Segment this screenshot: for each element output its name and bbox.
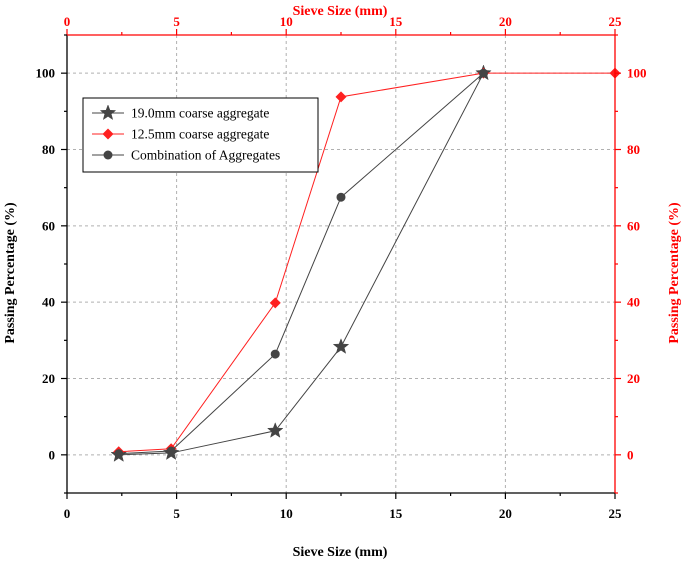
- x-tick-label-top: 15: [389, 14, 403, 29]
- legend-marker: [102, 128, 114, 140]
- x-tick-label-top: 10: [280, 14, 293, 29]
- y-tick-label-right: 80: [627, 142, 640, 157]
- y-tick-label-left: 80: [42, 142, 55, 157]
- data-point-2: [336, 192, 346, 202]
- data-point-1: [335, 91, 347, 103]
- legend-label: 19.0mm coarse aggregate: [131, 106, 269, 121]
- y-tick-label-left: 20: [42, 371, 55, 386]
- x-tick-label-bottom: 20: [499, 506, 512, 521]
- x-tick-label-bottom: 5: [173, 506, 180, 521]
- x-tick-label-top: 0: [64, 14, 71, 29]
- data-point-2: [114, 449, 124, 459]
- x-axis-title-bottom: Sieve Size (mm): [293, 545, 388, 560]
- legend-entry-2: Combination of Aggregates: [92, 148, 280, 163]
- y-tick-label-left: 100: [36, 66, 56, 81]
- legend-label: 12.5mm coarse aggregate: [131, 127, 269, 142]
- x-tick-label-bottom: 10: [280, 506, 293, 521]
- y-tick-label-right: 100: [627, 66, 647, 81]
- y-tick-label-left: 40: [42, 295, 55, 310]
- y-axis-title-right: Passing Percentage (%): [667, 202, 682, 344]
- y-tick-label-right: 40: [627, 295, 640, 310]
- data-point-1: [269, 297, 281, 309]
- y-tick-label-left: 60: [42, 218, 55, 233]
- y-tick-label-right: 20: [627, 371, 640, 386]
- data-point-2: [270, 349, 280, 359]
- legend-marker: [103, 150, 113, 160]
- legend-entry-0: 19.0mm coarse aggregate: [92, 104, 269, 121]
- x-tick-label-top: 20: [499, 14, 512, 29]
- y-tick-label-right: 60: [627, 218, 640, 233]
- series-2: [114, 68, 488, 459]
- data-point-0: [266, 422, 284, 438]
- x-tick-label-top: 5: [173, 14, 180, 29]
- x-tick-label-bottom: 25: [609, 506, 623, 521]
- data-point-2: [166, 446, 176, 456]
- data-point-2: [478, 68, 488, 78]
- series-line-1: [118, 72, 615, 453]
- axes: 0 0 5 5 10 10 15 15 20 20 25 25 0 0 20 20 40 40 60 60 80 80 10…: [36, 14, 647, 521]
- data-point-0: [332, 338, 350, 354]
- legend-label: Combination of Aggregates: [131, 148, 280, 163]
- x-axis-title-top: Sieve Size (mm): [293, 4, 388, 19]
- legend-marker: [99, 104, 117, 121]
- y-tick-label-left: 0: [49, 447, 56, 462]
- x-tick-label-bottom: 15: [389, 506, 403, 521]
- legend-box: [82, 97, 319, 173]
- y-tick-label-right: 0: [627, 447, 634, 462]
- y-axis-title-left: Passing Percentage (%): [3, 202, 18, 344]
- series-layer: [110, 64, 621, 462]
- axis-titles: Sieve Size (mm) Sieve Size (mm) Passing …: [3, 4, 682, 560]
- x-tick-label-bottom: 0: [64, 506, 71, 521]
- legend: 19.0mm coarse aggregate 12.5mm coarse agg…: [82, 97, 319, 173]
- legend-entry-1: 12.5mm coarse aggregate: [92, 127, 269, 142]
- x-tick-label-top: 25: [609, 14, 623, 29]
